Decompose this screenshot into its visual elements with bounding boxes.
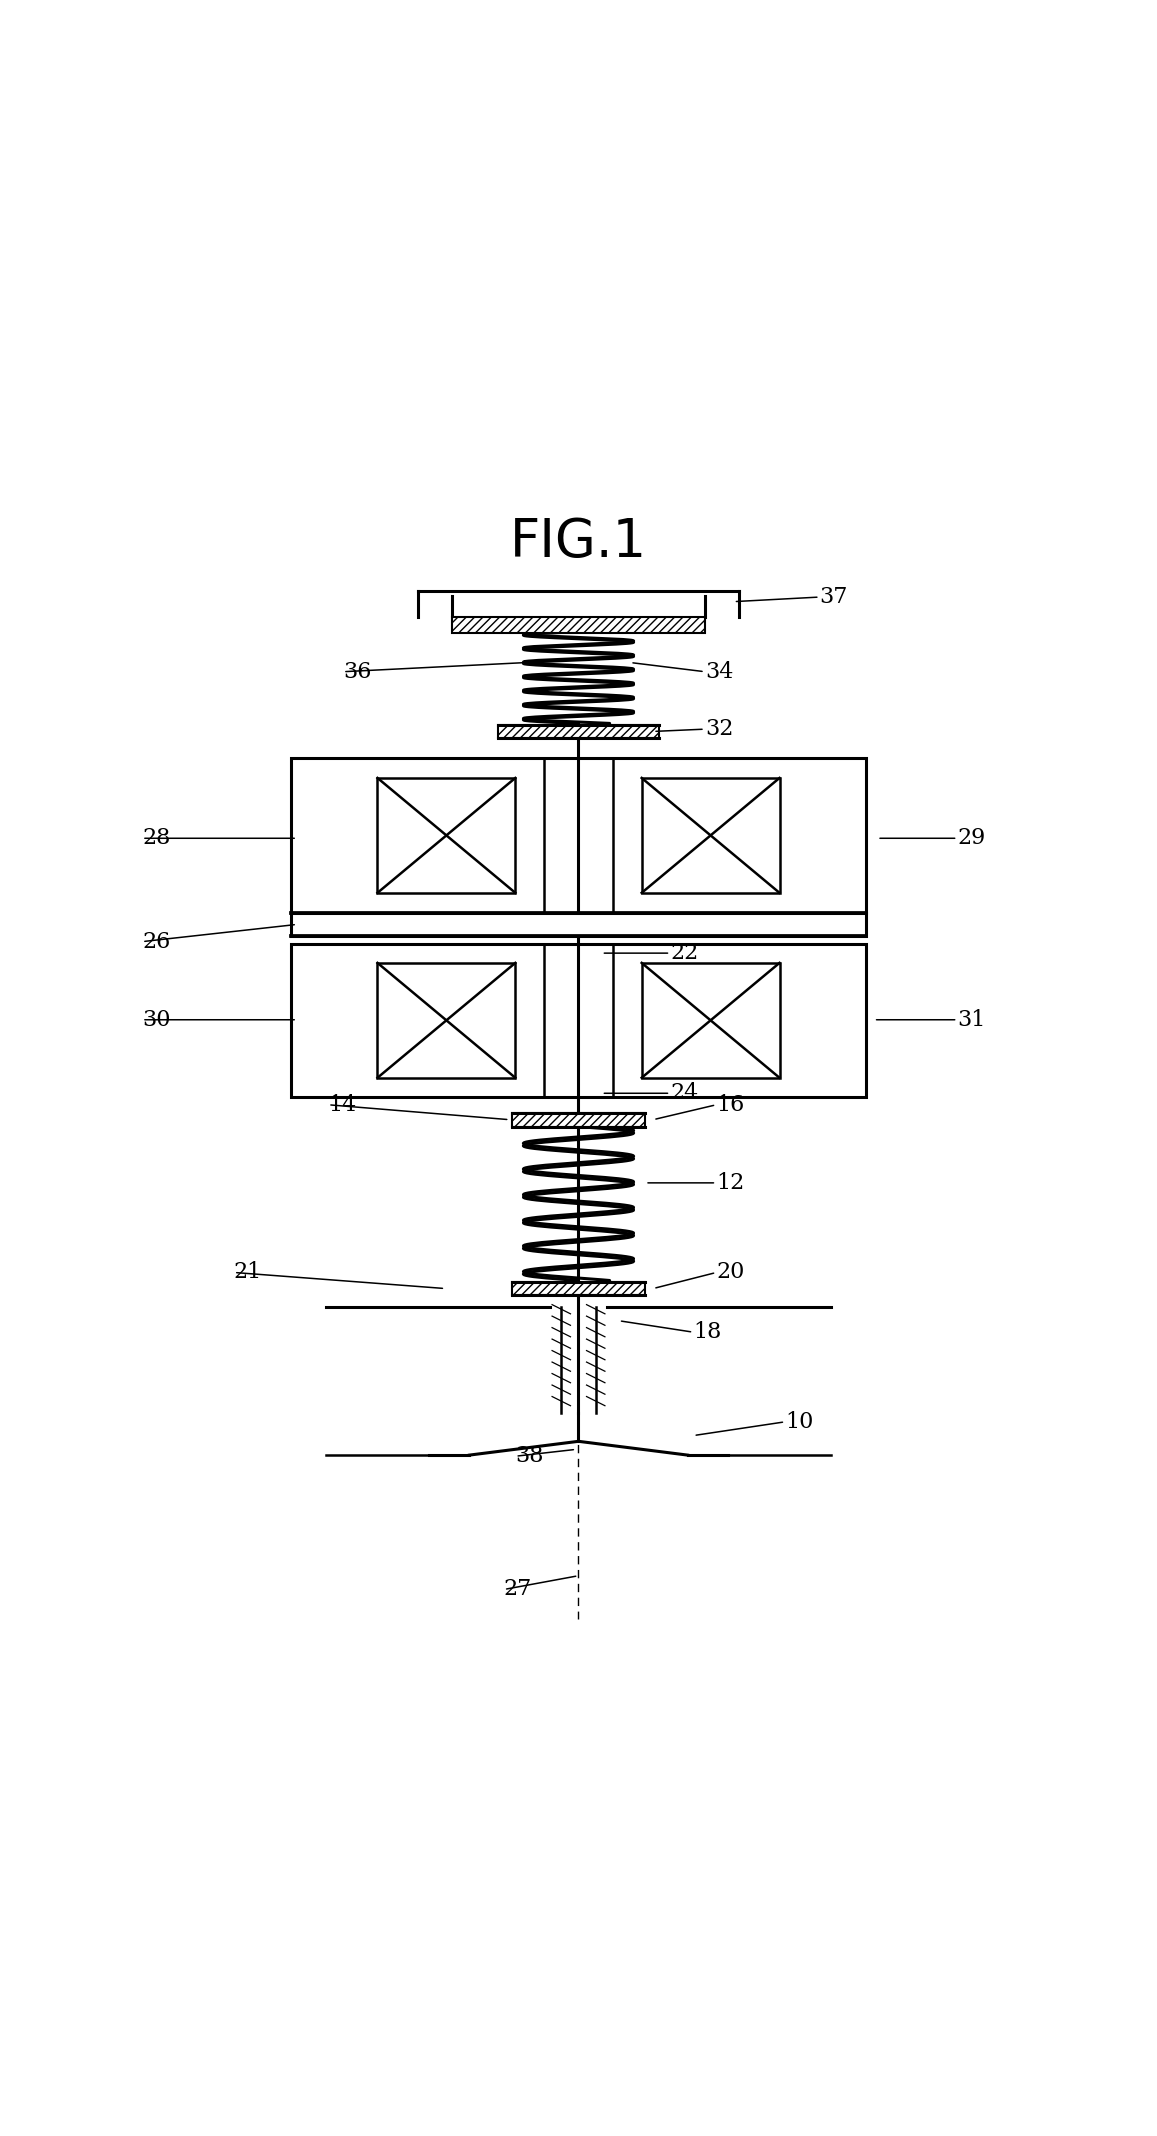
Text: 38: 38	[515, 1446, 544, 1467]
Bar	[292, 912, 865, 936]
Bar	[499, 724, 658, 739]
Bar	[292, 758, 865, 912]
Text: 31: 31	[958, 1008, 986, 1032]
Text: 28: 28	[142, 827, 170, 850]
Text: 30: 30	[142, 1008, 170, 1032]
Bar	[452, 617, 705, 632]
Text: 29: 29	[958, 827, 986, 850]
Text: 36: 36	[342, 660, 371, 684]
Bar	[642, 778, 780, 893]
Text: 27: 27	[503, 1579, 532, 1600]
Bar	[377, 963, 515, 1079]
Text: 34: 34	[705, 660, 734, 684]
Text: FIG.1: FIG.1	[510, 517, 647, 568]
Text: 10: 10	[786, 1410, 813, 1433]
Text: 20: 20	[716, 1262, 745, 1284]
Bar	[513, 1282, 644, 1294]
Bar	[642, 963, 780, 1079]
Text: 16: 16	[716, 1094, 745, 1115]
Text: 22: 22	[670, 942, 699, 963]
Text: 26: 26	[142, 931, 170, 953]
Text: 32: 32	[705, 718, 734, 741]
Bar	[292, 944, 865, 1096]
Bar	[377, 778, 515, 893]
Text: 14: 14	[329, 1094, 356, 1115]
Text: 18: 18	[693, 1322, 722, 1344]
Text: 24: 24	[670, 1083, 699, 1104]
Text: 12: 12	[716, 1173, 745, 1194]
Bar	[513, 1113, 644, 1126]
Text: 21: 21	[234, 1262, 263, 1284]
Text: 37: 37	[819, 585, 848, 609]
